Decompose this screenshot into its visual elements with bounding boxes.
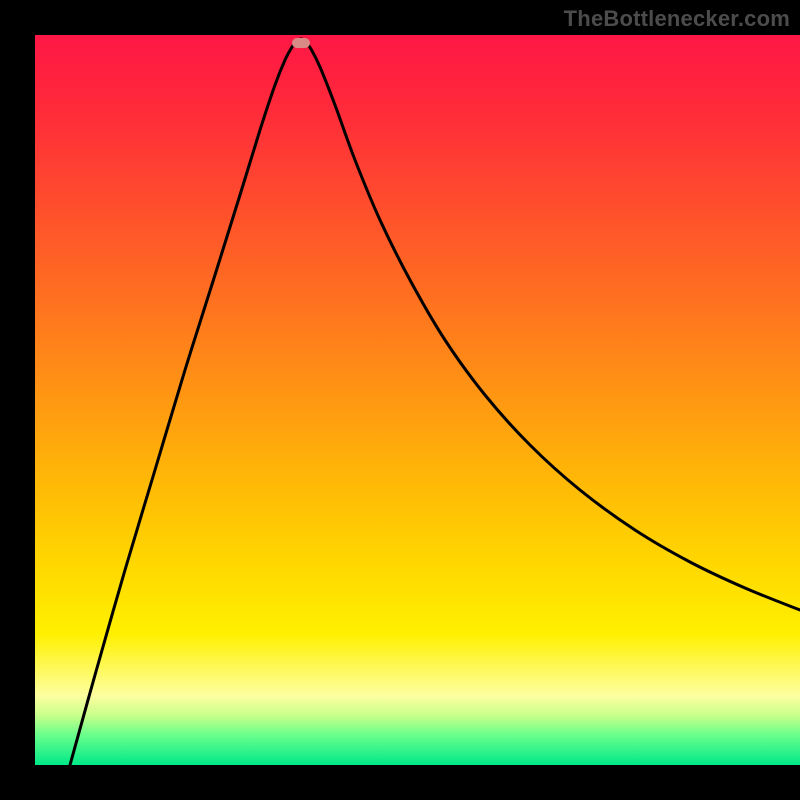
chart-frame: TheBottlenecker.com: [0, 0, 800, 800]
minimum-marker: [292, 38, 310, 48]
chart-svg: [35, 35, 800, 765]
watermark-label: TheBottlenecker.com: [564, 6, 790, 32]
plot-area: [35, 35, 800, 765]
chart-background: [35, 35, 800, 765]
